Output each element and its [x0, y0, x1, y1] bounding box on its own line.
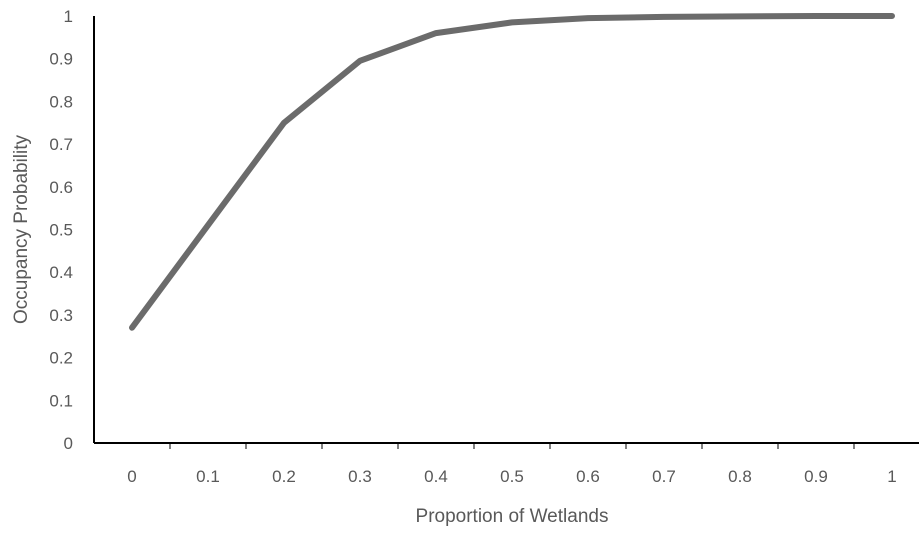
- y-axis-title: Occupancy Probability: [11, 134, 32, 324]
- x-tick-label: 0.7: [652, 467, 676, 486]
- x-tick-label: 0.5: [500, 467, 524, 486]
- x-tick-label: 0: [127, 467, 136, 486]
- y-tick-label: 0.3: [49, 306, 73, 325]
- x-tick-label: 0.9: [804, 467, 828, 486]
- x-tick-label: 0.8: [728, 467, 752, 486]
- y-tick-label: 0.9: [49, 50, 73, 69]
- y-tick-label: 0.2: [49, 349, 73, 368]
- y-tick-label: 0.7: [49, 135, 73, 154]
- y-tick-label: 0.8: [49, 92, 73, 111]
- x-tick-labels: 0 0.1 0.2 0.3 0.4 0.5 0.6 0.7 0.8 0.9 1: [127, 467, 896, 486]
- x-tick-label: 0.4: [424, 467, 448, 486]
- x-axis-title: Proportion of Wetlands: [416, 506, 609, 527]
- x-tick-label: 1: [887, 467, 896, 486]
- series-group: [129, 13, 895, 331]
- y-tick-label: 0.4: [49, 263, 73, 282]
- x-tick-marks: [169, 443, 855, 449]
- y-tick-labels: 0 0.1 0.2 0.3 0.4 0.5 0.6 0.7 0.8 0.9 1: [49, 7, 73, 453]
- y-tick-label: 0.1: [49, 391, 73, 410]
- x-tick-label: 0.2: [272, 467, 296, 486]
- series-line: [129, 13, 895, 331]
- y-tick-label: 0.5: [49, 221, 73, 240]
- y-tick-label: 1: [64, 7, 73, 26]
- x-tick-label: 0.6: [576, 467, 600, 486]
- y-tick-label: 0.6: [49, 178, 73, 197]
- y-tick-label: 0: [64, 434, 73, 453]
- x-tick-label: 0.3: [348, 467, 372, 486]
- x-tick-label: 0.1: [196, 467, 220, 486]
